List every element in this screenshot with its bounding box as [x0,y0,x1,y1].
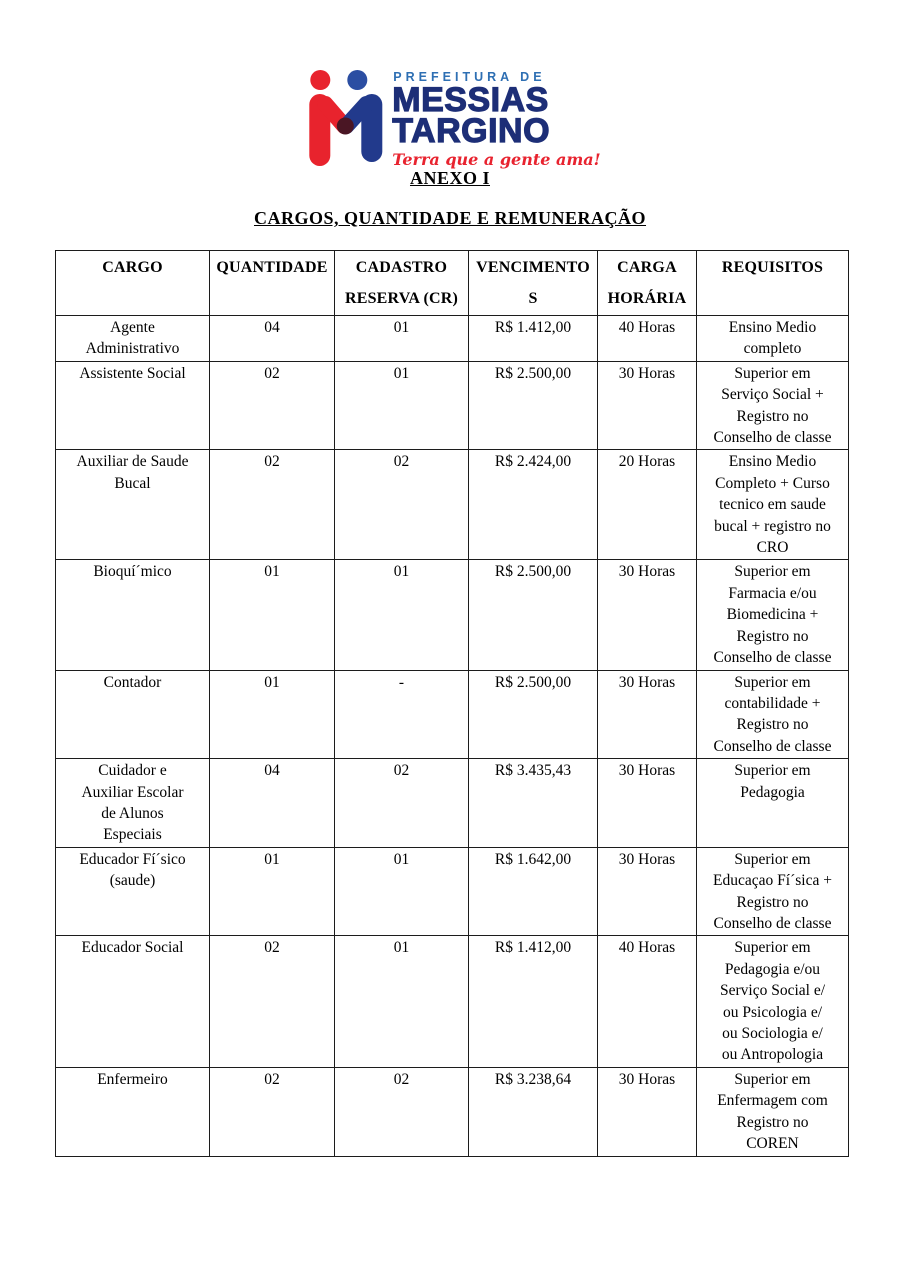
table-header-row: CARGO QUANTIDADE CADASTRO RESERVA (CR) V… [55,250,849,316]
logo-top-text: PREFEITURA DE [393,70,546,84]
table-cell: Superior em Enfermagem com Registro no C… [696,1066,849,1157]
table-row: Agente Administrativo 04 01 R$ 1.412,00 40 H… [55,315,849,362]
table-cell: 30 Horas [597,758,697,848]
table-cell: 01 [334,360,469,451]
table-row: Auxiliar de Saude Bucal 02 02 R$ 2.424,00 20… [55,449,849,561]
table-cell: Superior em Pedagogia [696,758,849,848]
header-requisitos: REQUISITOS [696,250,849,316]
table-cell: R$ 2.500,00 [468,360,598,451]
logo-text-block: PREFEITURA DE MESSIAS TARGINO Terra que … [392,68,601,169]
table-cell: 30 Horas [597,360,697,451]
table-row: Bioquí´mico 01 01 R$ 2.500,00 30 Horas Superi… [55,559,849,671]
table-cell: - [334,669,469,760]
table-cell: Contador [55,669,210,760]
logo-name-targino: TARGINO [392,112,551,150]
logo-m-handshake-icon [309,70,383,166]
table-cell: Bioquí´mico [55,559,210,671]
table-cell: Cuidador e Auxiliar Escolar de Alunos Es… [55,758,210,848]
table-cell: 02 [334,758,469,848]
table-cell: R$ 1.412,00 [468,935,598,1068]
table-cell: 02 [209,1066,335,1157]
table-cell: Auxiliar de Saude Bucal [55,449,210,561]
table-cell: 20 Horas [597,449,697,561]
header-cadastro-reserva: CADASTRO RESERVA (CR) [334,250,469,316]
table-row: Cuidador e Auxiliar Escolar de Alunos Es… [55,758,849,848]
table-cell: 01 [209,559,335,671]
table-cell: Superior em Educaçao Fí´sica + Registro … [696,846,849,937]
table-cell: 02 [334,449,469,561]
table-cell: 30 Horas [597,559,697,671]
table-cell: 02 [209,360,335,451]
header-quantidade: QUANTIDADE [209,250,335,316]
table-row: Enfermeiro 02 02 R$ 3.238,64 30 Horas Superio… [55,1066,849,1157]
table-cell: R$ 3.435,43 [468,758,598,848]
table-cell: Ensino Medio completo [696,315,849,362]
table-cell: 40 Horas [597,315,697,362]
table-row: Educador Fí´sico (saude) 01 01 R$ 1.642,00 3… [55,846,849,937]
table-cell: Assistente Social [55,360,210,451]
table-title: CARGOS, QUANTIDADE E REMUNERAÇÃO [253,208,647,228]
table-cell: 02 [209,449,335,561]
table-row: Assistente Social 02 01 R$ 2.500,00 30 Horas… [55,360,849,451]
table-body: Agente Administrativo 04 01 R$ 1.412,00 40 H… [55,315,849,1157]
annex-heading: ANEXO I [409,168,490,188]
table-cell: 01 [334,315,469,362]
header-carga-horaria: CARGA HORÁRIA [597,250,697,316]
table-cell: Superior em Serviço Social + Registro no… [696,360,849,451]
table-cell: 40 Horas [597,935,697,1068]
logo: PREFEITURA DE MESSIAS TARGINO Terra que … [299,68,601,169]
table-cell: 01 [334,559,469,671]
logo-slogan: Terra que a gente ama! [392,150,601,169]
header-vencimentos: VENCIMENTO S [468,250,598,316]
table-cell: 01 [334,846,469,937]
table-cell: 01 [209,669,335,760]
header-cargo: CARGO [55,250,210,316]
table-cell: Superior em contabilidade + Registro no … [696,669,849,760]
table-row: Contador 01- R$ 2.500,00 30 Horas Superior e… [55,669,849,760]
table-cell: Educador Social [55,935,210,1068]
table-cell: 30 Horas [597,846,697,937]
table-cell: Agente Administrativo [55,315,210,362]
table-cell: R$ 1.642,00 [468,846,598,937]
table-cell: 30 Horas [597,669,697,760]
table-cell: R$ 3.238,64 [468,1066,598,1157]
table-cell: R$ 2.500,00 [468,669,598,760]
table-cell: Superior em Pedagogia e/ou Serviço Socia… [696,935,849,1068]
table-cell: R$ 2.500,00 [468,559,598,671]
table-cell: 04 [209,758,335,848]
table-cell: Educador Fí´sico (saude) [55,846,210,937]
table-cell: R$ 1.412,00 [468,315,598,362]
table-cell: Ensino Medio Completo + Curso tecnico em… [696,449,849,561]
table-cell: 02 [209,935,335,1068]
table-cell: 02 [334,1066,469,1157]
table-row: Educador Social 02 01 R$ 1.412,00 40 Horas Su… [55,935,849,1068]
table-cell: 30 Horas [597,1066,697,1157]
table-cell: R$ 2.424,00 [468,449,598,561]
table-cell: Superior em Farmacia e/ou Biomedicina + … [696,559,849,671]
table-cell: 01 [209,846,335,937]
cargos-table: CARGO QUANTIDADE CADASTRO RESERVA (CR) V… [55,250,849,1157]
table-cell: 04 [209,315,335,362]
table-cell: 01 [334,935,469,1068]
table-cell: Enfermeiro [55,1066,210,1157]
logo-name-messias: MESSIAS [392,81,549,119]
